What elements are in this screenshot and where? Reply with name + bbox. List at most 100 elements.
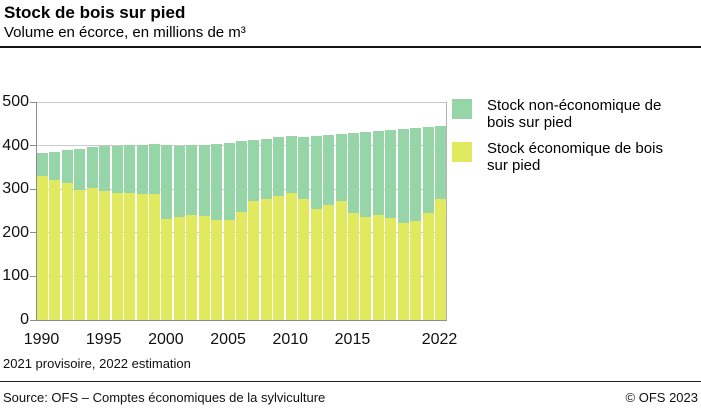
bar-2010 (285, 136, 297, 320)
bar-1990-segment-economique (37, 175, 48, 320)
bar-2009-segment-non-economique (273, 137, 285, 197)
copyright-text: © OFS 2023 (625, 390, 698, 405)
legend-swatch-economic (452, 142, 472, 162)
bar-1999-segment-non-economique (148, 144, 160, 194)
bar-2000-segment-economique (161, 219, 173, 320)
bar-2014 (335, 133, 347, 320)
y-axis-label-300: 300 (2, 180, 29, 198)
gridline-500 (37, 101, 446, 103)
bar-2000-segment-non-economique (161, 145, 173, 220)
legend-swatch-non-economic (452, 99, 472, 119)
bar-2019-segment-economique (397, 223, 409, 320)
plot-area (30, 101, 447, 321)
bar-2018-segment-non-economique (385, 130, 397, 218)
bar-1991-segment-non-economique (49, 151, 61, 180)
bar-2022 (435, 125, 446, 320)
bar-2008-segment-non-economique (260, 138, 272, 199)
bar-2003-segment-economique (198, 216, 210, 320)
bar-2011-segment-non-economique (298, 136, 310, 200)
bar-2020 (410, 128, 422, 320)
bar-1991 (49, 151, 61, 320)
bar-1998-segment-economique (136, 194, 148, 320)
footnote: 2021 provisoire, 2022 estimation (3, 356, 191, 371)
bar-1995 (99, 146, 111, 320)
bar-2013-segment-economique (323, 204, 335, 320)
bar-2001-segment-non-economique (173, 145, 185, 218)
y-tick-100 (30, 275, 36, 277)
bar-2001 (173, 145, 185, 320)
legend-label-economic: Stock économique de bois sur pied (487, 140, 663, 174)
bar-2016 (360, 132, 372, 320)
bar-2014-segment-economique (335, 200, 347, 320)
bar-1997-segment-economique (124, 193, 136, 320)
bar-2013 (323, 135, 335, 320)
bar-2003 (198, 144, 210, 320)
bar-1991-segment-economique (49, 179, 61, 320)
x-axis-label-2015: 2015 (334, 331, 371, 348)
bar-1993-segment-non-economique (74, 148, 86, 190)
bar-2012-segment-non-economique (310, 136, 322, 210)
y-tick-500 (30, 101, 36, 103)
bar-2017 (372, 131, 384, 320)
bar-2000 (161, 145, 173, 320)
bar-2017-segment-non-economique (372, 131, 384, 215)
bar-2005 (223, 142, 235, 320)
bar-2007-segment-non-economique (248, 139, 260, 202)
x-axis-labels: 1990 1995 2000 2005 2010 2015 2022 (24, 331, 458, 351)
bar-1990 (37, 153, 48, 320)
bar-1992-segment-economique (61, 182, 73, 320)
bar-2022-segment-economique (435, 198, 446, 320)
bar-2018-segment-economique (385, 217, 397, 320)
bar-2021 (422, 126, 434, 320)
bar-2015 (347, 132, 359, 320)
x-axis-label-2022: 2022 (421, 331, 458, 348)
bar-1995-segment-non-economique (99, 146, 111, 192)
bar-2022-segment-non-economique (435, 125, 446, 199)
y-tick-300 (30, 188, 36, 190)
bar-2002 (186, 145, 198, 320)
bar-1995-segment-economique (99, 191, 111, 320)
bar-1992-segment-non-economique (61, 149, 73, 183)
bar-1994-segment-non-economique (86, 147, 98, 188)
footer-divider (0, 381, 701, 382)
bar-2021-segment-non-economique (422, 126, 434, 214)
bar-2009 (273, 137, 285, 320)
bar-2006 (236, 141, 247, 320)
y-axis-labels: 0 100 200 300 400 500 (0, 93, 29, 328)
bar-1993 (74, 148, 86, 320)
x-axis-label-2000: 2000 (148, 331, 184, 348)
legend-label-non-economic: Stock non-économique de bois sur pied (487, 97, 662, 131)
bar-2003-segment-non-economique (198, 144, 210, 217)
bar-2017-segment-economique (372, 214, 384, 320)
bar-2013-segment-non-economique (323, 135, 335, 205)
y-tick-400 (30, 145, 36, 147)
bar-2021-segment-economique (422, 213, 434, 320)
bar-1997-segment-non-economique (124, 145, 136, 194)
bar-2005-segment-economique (223, 219, 235, 320)
bar-2008-segment-economique (260, 198, 272, 320)
bar-1999 (148, 144, 160, 320)
bar-1994-segment-economique (86, 187, 98, 320)
bar-2002-segment-economique (186, 214, 198, 320)
bar-2014-segment-non-economique (335, 133, 347, 201)
bar-2010-segment-economique (285, 193, 297, 320)
bar-2019 (397, 129, 409, 320)
bar-1996 (111, 145, 123, 320)
bar-1994 (86, 147, 98, 320)
y-axis-label-200: 200 (2, 223, 29, 241)
bar-2019-segment-non-economique (397, 129, 409, 224)
bar-2015-segment-non-economique (347, 132, 359, 214)
x-axis-label-1995: 1995 (85, 331, 122, 348)
bar-1998-segment-non-economique (136, 144, 148, 195)
bar-1997 (124, 145, 136, 320)
top-divider (0, 46, 701, 48)
bar-1993-segment-economique (74, 189, 86, 320)
bar-2006-segment-non-economique (236, 141, 247, 212)
bar-2008 (260, 138, 272, 320)
y-axis-label-0: 0 (20, 311, 29, 328)
bar-2002-segment-non-economique (186, 145, 198, 215)
y-axis-label-500: 500 (2, 93, 29, 110)
bar-2015-segment-economique (347, 213, 359, 320)
chart-subtitle: Volume en écorce, en millions de m³ (4, 24, 246, 41)
